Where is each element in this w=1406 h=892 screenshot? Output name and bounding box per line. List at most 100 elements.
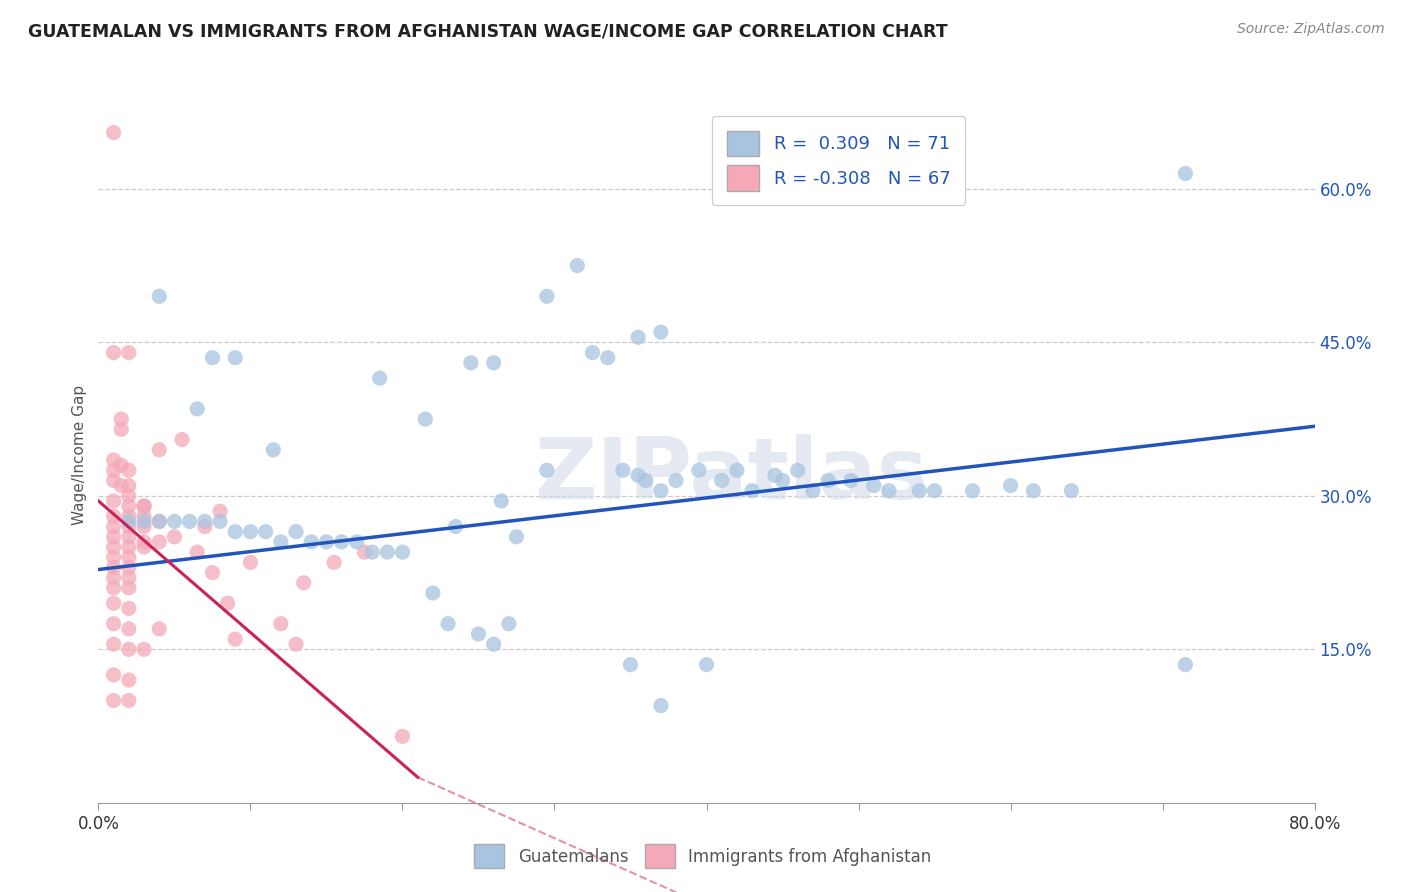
Point <box>110 422 132 436</box>
Point <box>148 289 170 303</box>
Point <box>505 530 527 544</box>
Point <box>118 642 141 657</box>
Point <box>132 499 155 513</box>
Point <box>103 540 125 554</box>
Point <box>262 442 284 457</box>
Point <box>118 519 141 533</box>
Point <box>323 555 346 569</box>
Point <box>103 581 125 595</box>
Point <box>118 478 141 492</box>
Text: ZIPatlas: ZIPatlas <box>534 434 928 517</box>
Point <box>118 499 141 513</box>
Point <box>581 345 603 359</box>
Point <box>1174 167 1197 181</box>
Point <box>725 463 748 477</box>
Point <box>118 622 141 636</box>
Point <box>536 289 558 303</box>
Point <box>239 555 262 569</box>
Point <box>1022 483 1045 498</box>
Point <box>612 463 634 477</box>
Point <box>103 509 125 524</box>
Point <box>103 637 125 651</box>
Point <box>482 637 505 651</box>
Point <box>118 345 141 359</box>
Point <box>741 483 763 498</box>
Point <box>696 657 718 672</box>
Point <box>254 524 277 539</box>
Point <box>217 596 239 610</box>
Point <box>1060 483 1083 498</box>
Point <box>413 412 436 426</box>
Point <box>118 515 141 529</box>
Point <box>627 330 650 344</box>
Point <box>118 601 141 615</box>
Point <box>110 412 132 426</box>
Point <box>103 530 125 544</box>
Point <box>763 468 786 483</box>
Point <box>299 535 322 549</box>
Point <box>422 586 444 600</box>
Point <box>132 509 155 524</box>
Point <box>201 566 224 580</box>
Point <box>368 371 391 385</box>
Point <box>346 535 368 549</box>
Point <box>118 693 141 707</box>
Point <box>209 504 232 518</box>
Point <box>862 478 884 492</box>
Point <box>361 545 384 559</box>
Point <box>118 560 141 574</box>
Point <box>103 550 125 565</box>
Point <box>118 489 141 503</box>
Point <box>148 515 170 529</box>
Point <box>209 515 232 529</box>
Point <box>817 474 839 488</box>
Point <box>103 126 125 140</box>
Point <box>285 637 308 651</box>
Point <box>118 463 141 477</box>
Point <box>665 474 688 488</box>
Point <box>103 463 125 477</box>
Point <box>148 442 170 457</box>
Point <box>877 483 900 498</box>
Point <box>224 632 246 646</box>
Point <box>103 494 125 508</box>
Point <box>285 524 308 539</box>
Point <box>148 535 170 549</box>
Point <box>962 483 984 498</box>
Point <box>118 571 141 585</box>
Point <box>103 474 125 488</box>
Point <box>194 515 217 529</box>
Point <box>353 545 375 559</box>
Point <box>103 596 125 610</box>
Point <box>375 545 398 559</box>
Point <box>924 483 946 498</box>
Point <box>194 519 217 533</box>
Point <box>103 693 125 707</box>
Point <box>132 499 155 513</box>
Point <box>839 474 862 488</box>
Point <box>103 668 125 682</box>
Legend: Guatemalans, Immigrants from Afghanistan: Guatemalans, Immigrants from Afghanistan <box>468 838 938 875</box>
Point <box>132 535 155 549</box>
Point <box>132 519 155 533</box>
Point <box>103 616 125 631</box>
Point <box>391 729 413 743</box>
Point <box>132 515 155 529</box>
Point <box>460 356 482 370</box>
Point <box>270 535 292 549</box>
Point <box>330 535 353 549</box>
Point <box>491 494 513 508</box>
Point <box>103 453 125 467</box>
Text: Source: ZipAtlas.com: Source: ZipAtlas.com <box>1237 22 1385 37</box>
Point <box>103 519 125 533</box>
Point <box>118 673 141 687</box>
Point <box>132 540 155 554</box>
Point <box>1000 478 1022 492</box>
Point <box>118 530 141 544</box>
Point <box>118 550 141 565</box>
Point <box>118 509 141 524</box>
Point <box>650 325 672 339</box>
Point <box>1174 657 1197 672</box>
Point <box>118 581 141 595</box>
Point <box>482 356 505 370</box>
